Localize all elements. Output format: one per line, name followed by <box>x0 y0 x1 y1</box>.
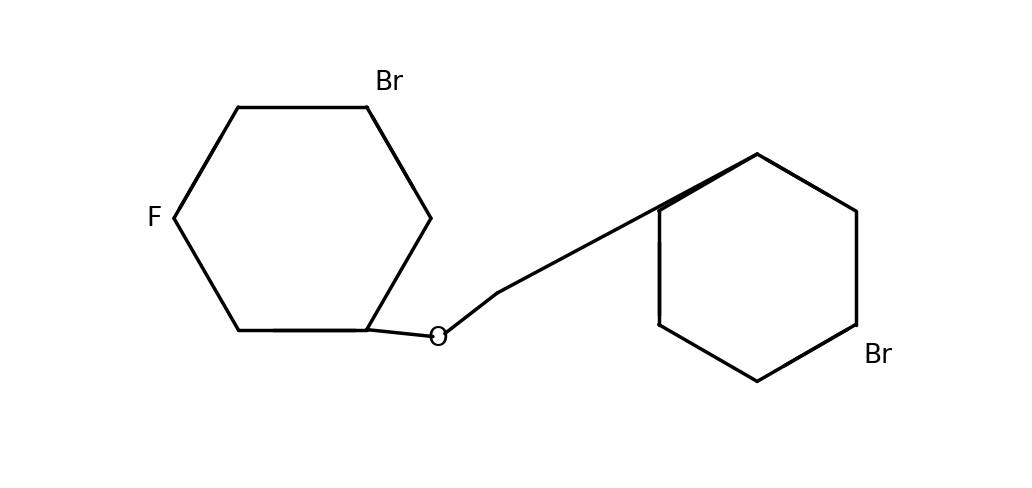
Text: O: O <box>427 325 448 351</box>
Text: Br: Br <box>375 70 404 96</box>
Text: Br: Br <box>864 343 893 368</box>
Text: F: F <box>147 206 162 232</box>
